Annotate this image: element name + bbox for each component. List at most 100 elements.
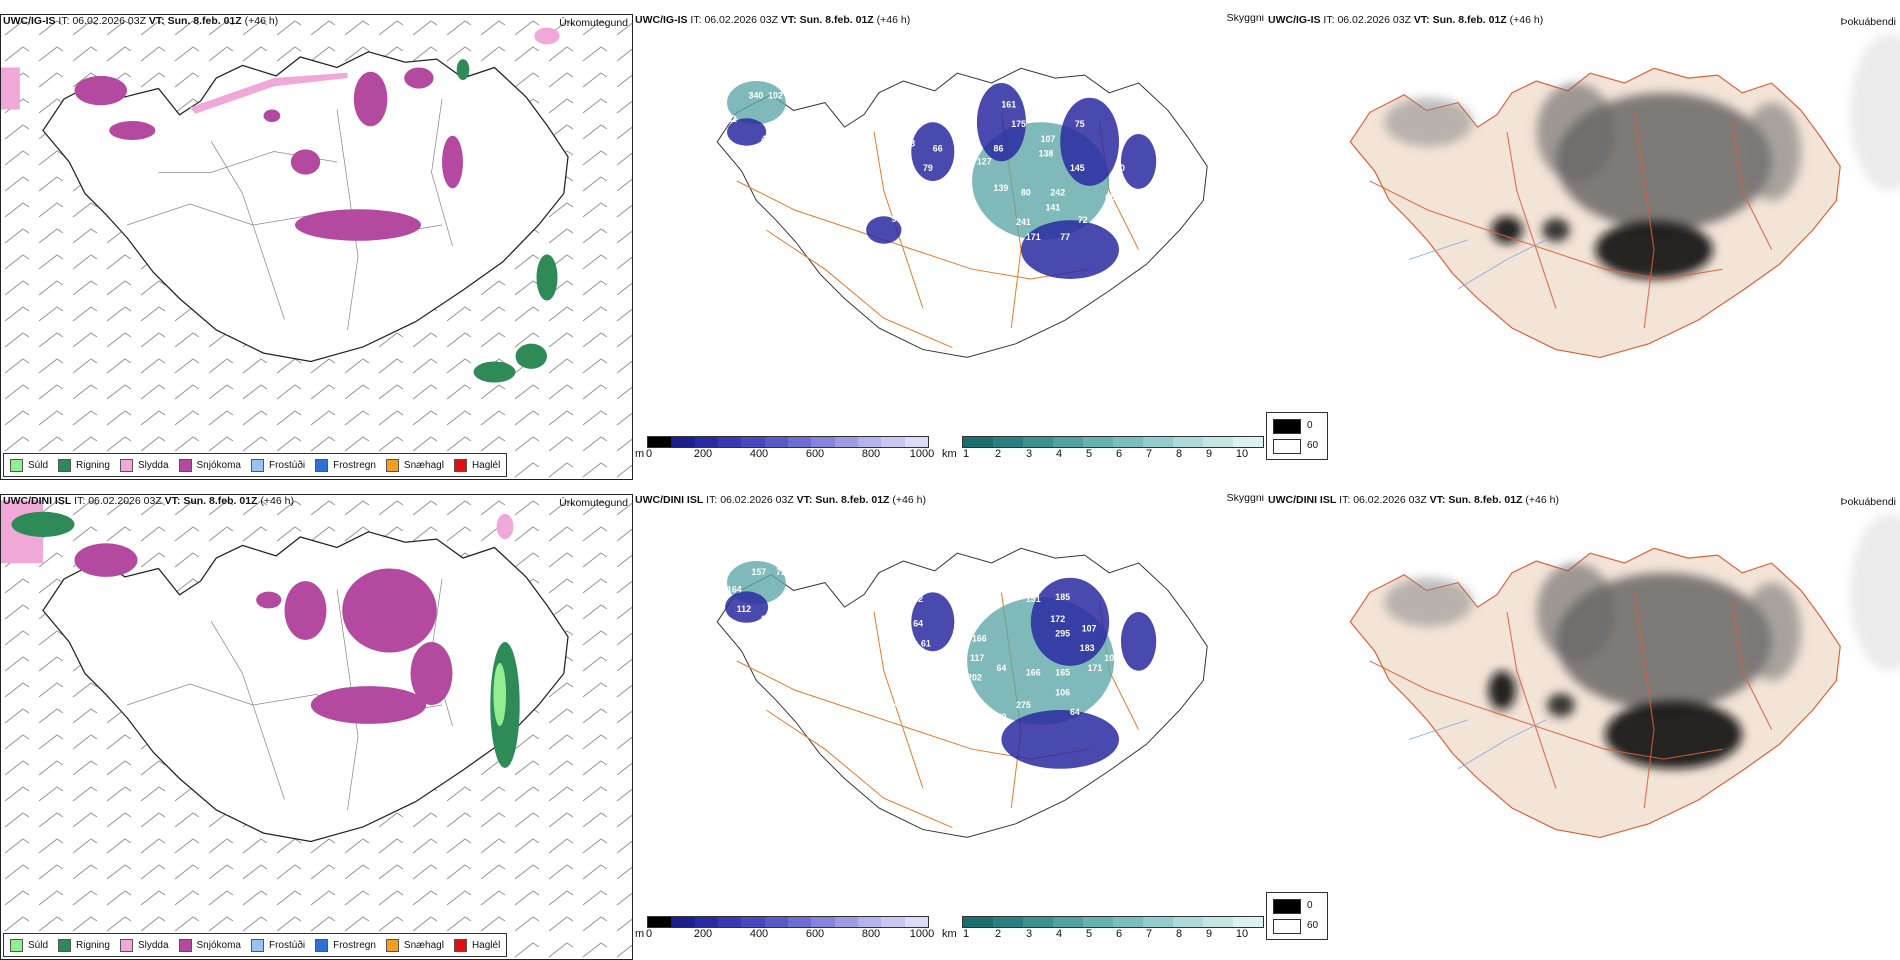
colorbar-tick: 1000 [909, 448, 935, 460]
cloud-label: 94 [761, 614, 771, 624]
colorbar-tick: 1 [962, 448, 970, 460]
color-step [671, 437, 695, 447]
colorbar-unit: km [942, 448, 957, 460]
cloud-label: 169 [938, 682, 953, 692]
precip-legend: Súld Rigning Slydda Snjókoma Frostúði Fr… [3, 453, 508, 477]
colorbar-tick: 600 [805, 928, 825, 940]
colorbar-tick: 200 [693, 928, 713, 940]
cloud-label: 172 [1050, 614, 1065, 624]
legend-swatch [178, 458, 192, 472]
panel-title: Úrkomutegund [559, 17, 628, 29]
cloud-label: 10 [992, 575, 1002, 585]
colorbar-tick: 200 [693, 448, 713, 460]
color-step [963, 917, 993, 927]
legend-item: Haglél [453, 458, 500, 472]
colorbar-tick: 10 [1235, 448, 1249, 460]
visibility-colorbar-top: km 1 2 3 4 5 6 7 8 9 10 [942, 436, 1264, 462]
colorbar-tick: 400 [749, 928, 769, 940]
panel-title: Úrkomutegund [559, 497, 628, 509]
legend-swatch [250, 458, 264, 472]
legend-item: Frostúði [250, 458, 305, 472]
precip-map [1, 15, 632, 479]
cloud-label: 86 [994, 144, 1004, 154]
precip-map [1, 495, 632, 959]
colorbar-tick: 1000 [909, 928, 935, 940]
cloud-label: 171 [1088, 663, 1103, 673]
color-step [741, 437, 765, 447]
cloud-base-panel-top: UWC/IG-IS IT: 06.02.2026 03Z VT: Sun. 8.… [633, 14, 1266, 480]
color-step [1113, 917, 1143, 927]
legend-item: Snjókoma [178, 458, 241, 472]
fog-swatch-white [1273, 919, 1301, 934]
color-step [1233, 917, 1263, 927]
color-step [741, 917, 765, 927]
cloud-label: 166 [972, 633, 987, 643]
cloud-label: 127 [977, 156, 992, 166]
cloud-label: 185 [1055, 592, 1070, 602]
colorbar-tick: 2 [994, 448, 1002, 460]
color-step [1053, 917, 1083, 927]
cloud-label: 157 [752, 567, 767, 577]
fog-map [1349, 34, 1900, 359]
panel-title: Skyggni [1226, 14, 1264, 24]
cloud-label: 159 [992, 712, 1007, 722]
color-step [904, 437, 928, 447]
fog-map [1349, 514, 1900, 839]
cloud-label: 112 [737, 604, 751, 614]
cloud-label: 64 [997, 663, 1007, 673]
color-step [648, 437, 672, 447]
legend-item: Rigning [58, 458, 110, 472]
color-step [881, 917, 905, 927]
legend-swatch [119, 458, 133, 472]
cloud-label: 106 [1055, 687, 1070, 697]
color-step [834, 437, 858, 447]
legend-item: Snæhagl [385, 458, 444, 472]
cloud-label: 202 [967, 673, 982, 683]
cloud-label: 50 [1115, 163, 1125, 173]
colorbar-tick: 0 [645, 448, 653, 460]
visibility-colorbar-fill [962, 916, 1264, 928]
legend-item: Súld [10, 458, 48, 472]
cloud-label: 64 [913, 619, 923, 629]
cloud-label: 168 [955, 222, 970, 232]
cloud-base-map: 340 102 82 404 11 107 73 66 79 78 127 86… [716, 67, 1208, 358]
colorbar-tick: 3 [1025, 928, 1033, 940]
cloud-label: 11 [786, 137, 795, 147]
cloud-label: 214 [1026, 100, 1041, 110]
cloud-label: 175 [1011, 119, 1026, 129]
colorbar-unit: km [942, 928, 957, 940]
colorbar-tick: 10 [1235, 928, 1249, 940]
colorbar-tick: 4 [1055, 928, 1063, 940]
legend-item: Rigning [58, 938, 110, 952]
color-step [904, 917, 928, 927]
cloud-base-map: 157 75 164 112 94 82 64 61 166 117 64 20… [716, 547, 1208, 838]
colorbar-tick: 7 [1145, 928, 1153, 940]
color-step [1143, 917, 1173, 927]
panel-header: UWC/DINI ISL IT: 06.02.2026 03Z VT: Sun.… [1268, 494, 1559, 506]
colorbar-tick: 9 [1205, 928, 1213, 940]
cloud-label: 166 [1026, 668, 1041, 678]
color-step [881, 437, 905, 447]
colorbar-unit: m [635, 928, 645, 940]
colorbar-tick: 5 [1085, 928, 1093, 940]
visibility-colorbar-bottom: km 1 2 3 4 5 6 7 8 9 10 [942, 916, 1264, 942]
cloud-label: 145 [1070, 163, 1085, 173]
color-step [1233, 437, 1263, 447]
color-step [811, 917, 835, 927]
cloud-label: 138 [1039, 149, 1054, 159]
cloud-label: 99 [892, 214, 902, 224]
color-step [694, 917, 718, 927]
color-step [764, 917, 788, 927]
cloud-label: 404 [761, 134, 776, 144]
color-step [1083, 917, 1113, 927]
colorbar-tick: 1 [962, 928, 970, 940]
cloud-label: 77 [913, 220, 923, 230]
legend-item: Frostregn [315, 458, 376, 472]
cloud-label: 241 [1016, 217, 1031, 227]
colorbar-tick: 6 [1115, 448, 1123, 460]
color-step [811, 437, 835, 447]
height-colorbar-top: m 0 200 400 600 800 1000 [635, 436, 935, 462]
colorbar-tick: 3 [1025, 448, 1033, 460]
color-step [787, 437, 812, 447]
colorbar-tick: 5 [1085, 448, 1093, 460]
